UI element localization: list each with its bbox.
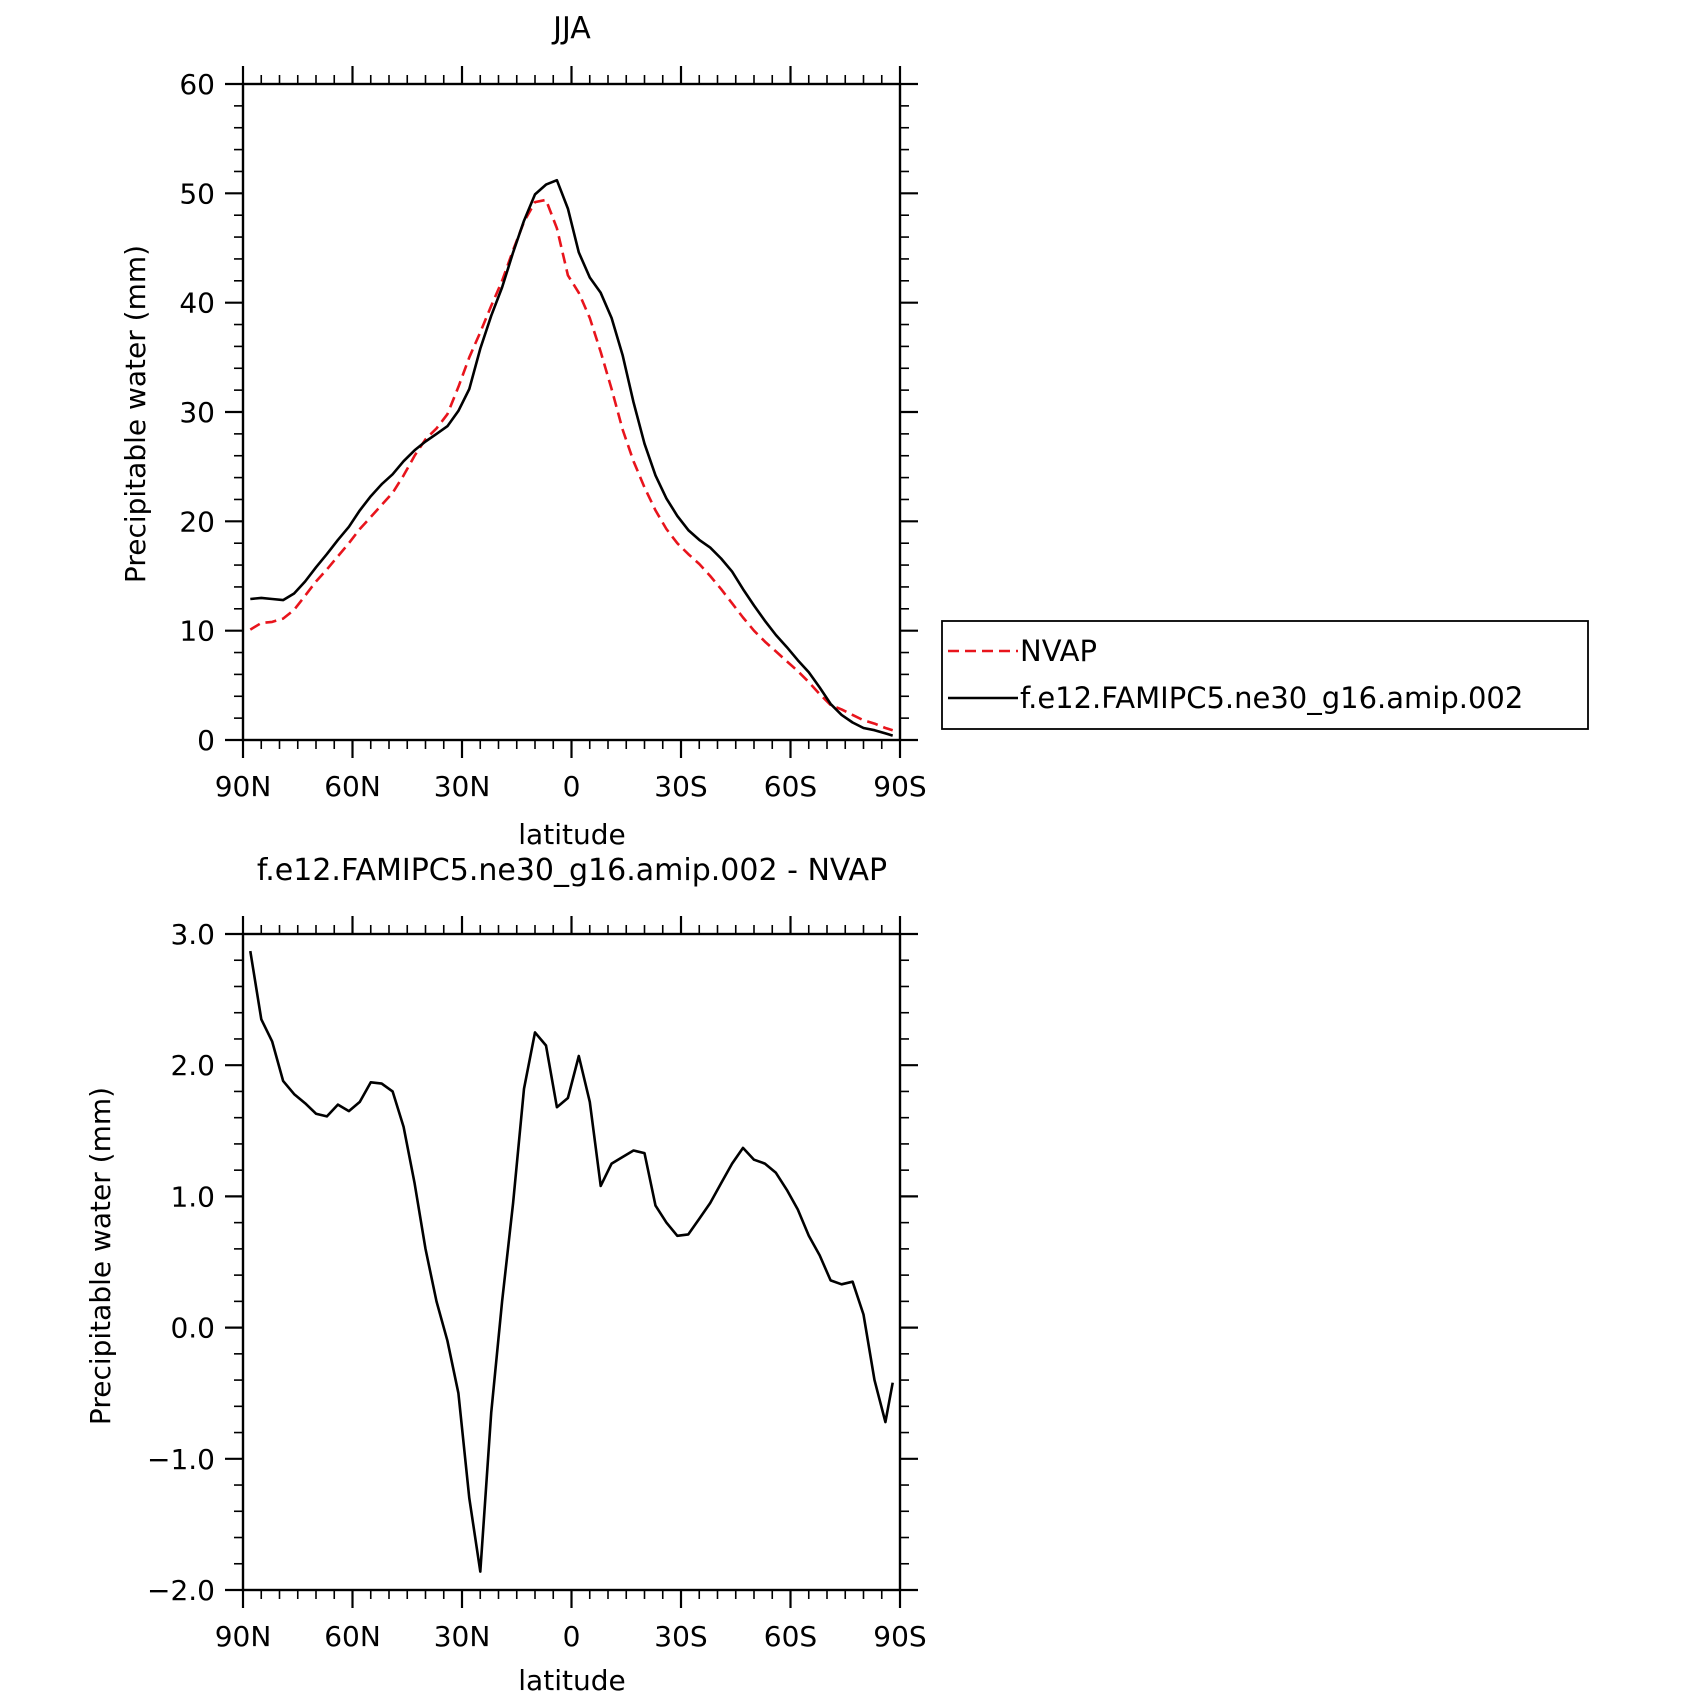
top-y-tick-label: 10	[179, 615, 215, 648]
legend-label-model: f.e12.FAMIPC5.ne30_g16.amip.002	[1020, 681, 1523, 715]
top-y-tick-label: 30	[179, 396, 215, 429]
top-chart-title: JJA	[551, 11, 591, 46]
top-x-tick-label: 90S	[873, 770, 926, 803]
bottom-y-tick-label: −1.0	[147, 1443, 215, 1476]
top-y-tick-label: 40	[179, 287, 215, 320]
bottom-y-tick-label: 1.0	[170, 1180, 215, 1213]
top-x-tick-label: 30N	[434, 770, 491, 803]
bottom-x-tick-label: 60S	[764, 1620, 817, 1653]
bottom-y-axis-label: Precipitable water (mm)	[84, 1087, 117, 1425]
bottom-x-tick-label: 60N	[324, 1620, 381, 1653]
bottom-y-tick-label: 0.0	[170, 1312, 215, 1345]
top-plot-frame	[241, 82, 902, 742]
legend: NVAP f.e12.FAMIPC5.ne30_g16.amip.002	[941, 620, 1589, 730]
bottom-x-tick-label: 90S	[873, 1620, 926, 1653]
bottom-plot-area: 90N 60N 30N 0 30S 60S 90S −2.0 −1.0 0.0 1.0 2.0 3.0	[147, 916, 927, 1653]
legend-box	[941, 620, 1589, 730]
top-y-tick-label: 50	[179, 177, 215, 210]
top-x-tick-label: 60N	[324, 770, 381, 803]
bottom-x-tick-label: 0	[563, 1620, 581, 1653]
bottom-series-line-difference	[249, 950, 894, 1573]
bottom-y-tick-label: 2.0	[170, 1049, 215, 1082]
top-panel: JJA 90N 60N 30N 0 30S 60S 90S 0 10 20 30 40 50 60 lat…	[119, 11, 1589, 851]
top-x-tick-label: 30S	[654, 770, 707, 803]
top-x-tick-label: 0	[563, 770, 581, 803]
bottom-plot-frame	[241, 932, 902, 1592]
legend-label-nvap: NVAP	[1020, 634, 1097, 668]
top-x-tick-label: 60S	[764, 770, 817, 803]
top-y-tick-label: 60	[179, 68, 215, 101]
bottom-x-tick-label: 30S	[654, 1620, 707, 1653]
bottom-y-tick-label: 3.0	[170, 918, 215, 951]
top-series-line-nvap	[249, 198, 894, 732]
top-x-tick-label: 90N	[215, 770, 272, 803]
bottom-x-tick-label: 90N	[215, 1620, 272, 1653]
bottom-x-axis-label: latitude	[518, 1664, 625, 1697]
bottom-panel: f.e12.FAMIPC5.ne30_g16.amip.002 - NVAP 9…	[84, 853, 927, 1697]
top-y-tick-label: 0	[197, 724, 215, 757]
bottom-chart-title: f.e12.FAMIPC5.ne30_g16.amip.002 - NVAP	[257, 853, 887, 888]
top-y-axis-label: Precipitable water (mm)	[119, 245, 152, 583]
top-series-line-f-e12-famipc5-ne30-g16-amip-002	[250, 178, 894, 737]
top-y-tick-label: 20	[179, 505, 215, 538]
top-plot-area: 90N 60N 30N 0 30S 60S 90S 0 10 20 30 40 50 60	[179, 66, 927, 803]
bottom-y-tick-label: −2.0	[147, 1574, 215, 1607]
top-x-axis-label: latitude	[518, 818, 625, 851]
bottom-x-tick-label: 30N	[434, 1620, 491, 1653]
